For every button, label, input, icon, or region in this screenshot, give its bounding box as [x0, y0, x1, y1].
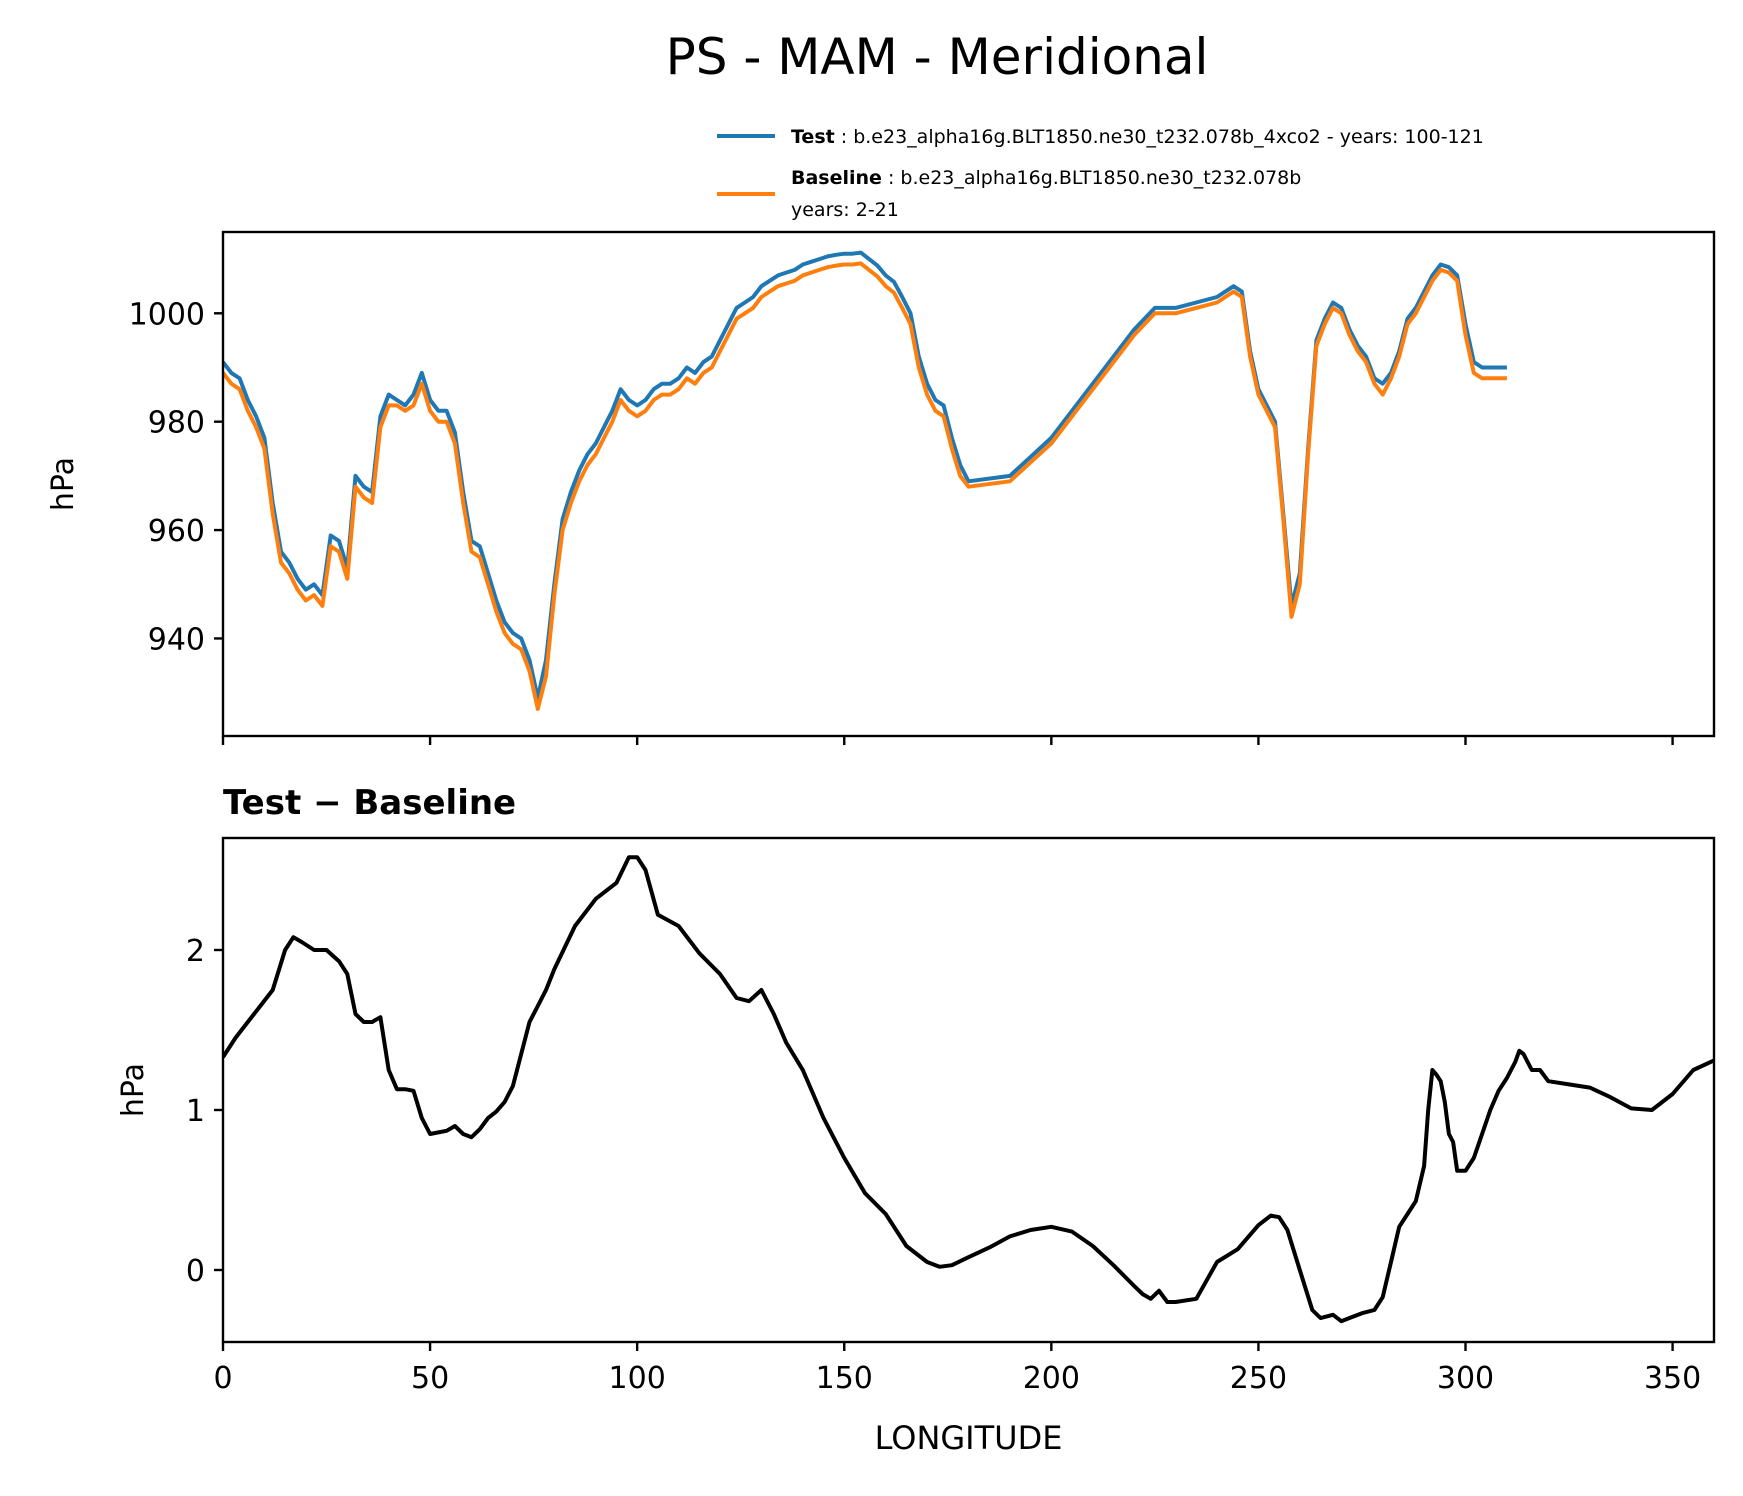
- legend-label-baseline: Baseline : b.e23_alpha16g.BLT1850.ne30_t…: [791, 167, 1301, 189]
- series-line-test: [223, 250, 1507, 701]
- x-tick-label: 300: [1437, 1361, 1494, 1396]
- figure-title: PS - MAM - Meridional: [666, 28, 1209, 86]
- legend-name-test: Test: [791, 126, 835, 148]
- plot-frame: [221, 836, 1716, 1344]
- x-tick-label: 150: [816, 1361, 873, 1396]
- y-tick-label: 2: [186, 934, 205, 969]
- y-tick-label: 0: [186, 1254, 205, 1289]
- x-tick-label: 100: [609, 1361, 666, 1396]
- y-tick-label: 980: [148, 406, 205, 441]
- legend-text-baseline: b.e23_alpha16g.BLT1850.ne30_t232.078b: [900, 167, 1301, 189]
- y-axis-label: hPa: [46, 457, 81, 511]
- plot-frame: [221, 230, 1716, 738]
- legend-text-baseline-years: years: 2-21: [791, 199, 899, 221]
- x-tick-label: 0: [213, 1361, 232, 1396]
- y-tick-label: 1: [186, 1094, 205, 1129]
- panel-title: Test − Baseline: [223, 783, 516, 823]
- y-tick-label: 960: [148, 514, 205, 549]
- legend-name-baseline: Baseline: [791, 167, 882, 189]
- x-tick-label: 250: [1230, 1361, 1287, 1396]
- series-line-test-baseline: [223, 855, 1714, 1324]
- x-axis-label: LONGITUDE: [875, 1419, 1063, 1457]
- legend-text-test: b.e23_alpha16g.BLT1850.ne30_t232.078b_4x…: [853, 126, 1484, 148]
- legend: Test : b.e23_alpha16g.BLT1850.ne30_t232.…: [717, 126, 1484, 221]
- x-tick-label: 50: [411, 1361, 449, 1396]
- series-line-baseline: [223, 261, 1507, 711]
- bottom-panel: 0 1 2 0 50 100 150 200 250 300 350 hPa Test − Baseli…: [116, 783, 1716, 1457]
- y-axis-label: hPa: [116, 1063, 151, 1117]
- y-tick-label: 940: [148, 622, 205, 657]
- y-tick-label: 1000: [129, 297, 205, 332]
- top-panel: 940 960 980 1000 hPa: [46, 230, 1716, 745]
- x-tick-label: 200: [1023, 1361, 1080, 1396]
- x-tick-label: 350: [1644, 1361, 1701, 1396]
- legend-label-test: Test : b.e23_alpha16g.BLT1850.ne30_t232.…: [791, 126, 1484, 148]
